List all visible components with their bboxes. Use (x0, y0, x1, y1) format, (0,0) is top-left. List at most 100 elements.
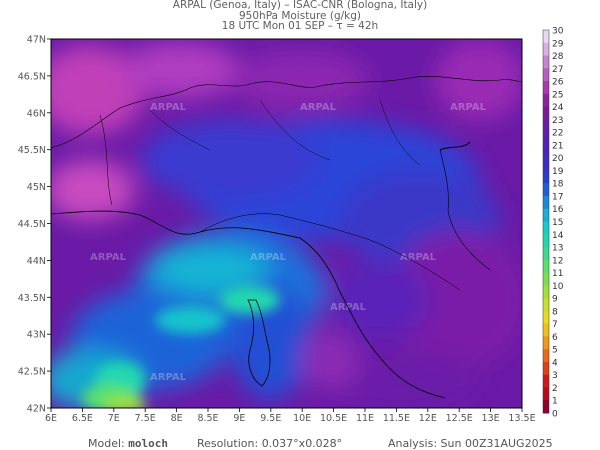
colorbar-swatch (543, 285, 549, 299)
colorbar-swatch (543, 30, 549, 44)
colorbar-swatch (543, 336, 549, 350)
moisture-map: ARPAL ARPAL ARPAL ARPAL ARPAL ARPAL ARPA… (18, 27, 564, 425)
colorbar-swatch (543, 259, 549, 274)
moisture-field: ARPAL ARPAL ARPAL ARPAL ARPAL ARPAL ARPA… (51, 39, 522, 408)
colorbar-label: 26 (552, 78, 564, 88)
colorbar-label: 3 (552, 371, 558, 381)
watermark: ARPAL (150, 102, 187, 113)
watermark: ARPAL (150, 372, 187, 383)
colorbar-swatch (543, 298, 549, 312)
colorbar-label: 2 (552, 384, 558, 394)
lon-tick-label: 13E (482, 413, 500, 424)
colorbar-swatch (543, 208, 549, 222)
colorbar-label: 7 (552, 320, 558, 330)
colorbar-label: 18 (552, 180, 564, 190)
lon-tick-label: 8E (171, 413, 183, 424)
regional-borders (149, 99, 421, 166)
colorbar-label: 21 (552, 141, 563, 151)
lon-tick-label: 10E (293, 413, 311, 424)
colorbar-swatch (543, 106, 549, 120)
colorbar-swatch (543, 247, 549, 261)
colorbar-swatch (543, 387, 549, 401)
lat-tick-label: 42N (27, 404, 46, 415)
colorbar-label: 13 (552, 244, 563, 254)
title-line-2: 950hPa Moisture (g/kg) (239, 10, 361, 22)
watermark: ARPAL (450, 102, 487, 113)
footer-model: Model: moloch (88, 437, 168, 450)
lat-tick-label: 44N (27, 256, 46, 267)
lon-tick-label: 10.5E (320, 413, 347, 424)
colorbar-swatch (543, 349, 549, 363)
colorbar-label: 25 (552, 90, 563, 100)
colorbar-swatch (543, 272, 549, 286)
title-line-1: ARPAL (Genoa, Italy) – ISAC-CNR (Bologna… (172, 0, 428, 11)
colorbar-swatch (543, 42, 549, 57)
colorbar-swatch (543, 195, 549, 210)
lon-tick-label: 12E (419, 413, 437, 424)
colorbar-swatch (543, 93, 549, 108)
colorbar-label: 29 (552, 39, 564, 49)
boundaries (51, 75, 522, 399)
watermark: ARPAL (90, 252, 127, 263)
colorbar-label: 10 (552, 282, 564, 292)
colorbar-label: 22 (552, 129, 563, 139)
colorbar-swatch (543, 374, 549, 388)
lon-tick-label: 6.5E (72, 413, 93, 424)
lat-tick-label: 47N (27, 35, 46, 46)
lat-tick-label: 42.5N (18, 367, 46, 378)
colorbar-swatch (543, 400, 549, 414)
colorbar-label: 4 (552, 358, 558, 368)
corsica-coast (247, 299, 271, 387)
colorbar-label: 19 (552, 167, 564, 177)
colorbar-label: 28 (552, 52, 564, 62)
lon-tick-label: 8.5E (197, 413, 218, 424)
colorbar-swatch (543, 234, 549, 248)
colorbar-label: 17 (552, 192, 563, 202)
lat-tick-label: 44.5N (18, 219, 46, 230)
colorbar-label: 11 (552, 269, 563, 279)
colorbar-swatch (543, 119, 549, 133)
lat-tick-label: 45.5N (18, 145, 46, 156)
adriatic-coast (439, 149, 491, 271)
lon-tick-label: 9E (233, 413, 245, 424)
colorbar-swatch (543, 170, 549, 184)
lon-tick-label: 13.5E (508, 413, 535, 424)
colorbar-swatch (543, 144, 549, 159)
coastline (339, 291, 446, 399)
colorbar-label: 9 (552, 295, 558, 305)
colorbar-label: 1 (552, 397, 558, 407)
colorbar-label: 16 (552, 205, 564, 215)
lon-tick-label: 7E (108, 413, 120, 424)
colorbar-swatch (543, 68, 549, 82)
title-line-3: 18 UTC Mon 01 SEP – τ = 42h (221, 20, 379, 32)
colorbar-swatch (543, 183, 549, 197)
lat-tick-label: 46N (27, 108, 46, 119)
lon-tick-label: 12.5E (446, 413, 473, 424)
colorbar-label: 6 (552, 333, 558, 343)
lon-tick-label: 7.5E (135, 413, 156, 424)
colorbar-label: 15 (552, 218, 563, 228)
footer-resolution: Resolution: 0.037°x0.028° (197, 437, 343, 450)
colorbar-swatch (543, 310, 549, 325)
lat-tick-label: 43N (27, 330, 46, 341)
colorbar-label: 8 (552, 307, 558, 317)
colorbar-label: 20 (552, 154, 564, 164)
lat-tick-label: 45N (27, 182, 46, 193)
colorbar-swatch (543, 323, 549, 337)
colorbar: 3029282726252423222120191817161514131211… (542, 27, 564, 420)
lon-tick-label: 6E (45, 413, 57, 424)
french-border (99, 114, 113, 206)
lat-tick-label: 46.5N (18, 71, 46, 82)
colorbar-label: 27 (552, 65, 563, 75)
lon-tick-label: 9.5E (260, 413, 281, 424)
colorbar-label: 5 (552, 346, 558, 356)
lat-tick-label: 43.5N (18, 293, 46, 304)
colorbar-label: 12 (552, 256, 563, 266)
colorbar-label: 30 (552, 27, 564, 37)
longitude-axis: 6E 6.5E 7E 7.5E 8E 8.5E 9E 9.5E 10E 10.5E 11E 11.5E… (45, 408, 536, 424)
watermark: ARPAL (400, 252, 437, 263)
colorbar-label: 23 (552, 116, 563, 126)
venice-lagoon (439, 141, 471, 151)
watermark: ARPAL (250, 252, 287, 263)
colorbar-frame (542, 29, 550, 414)
